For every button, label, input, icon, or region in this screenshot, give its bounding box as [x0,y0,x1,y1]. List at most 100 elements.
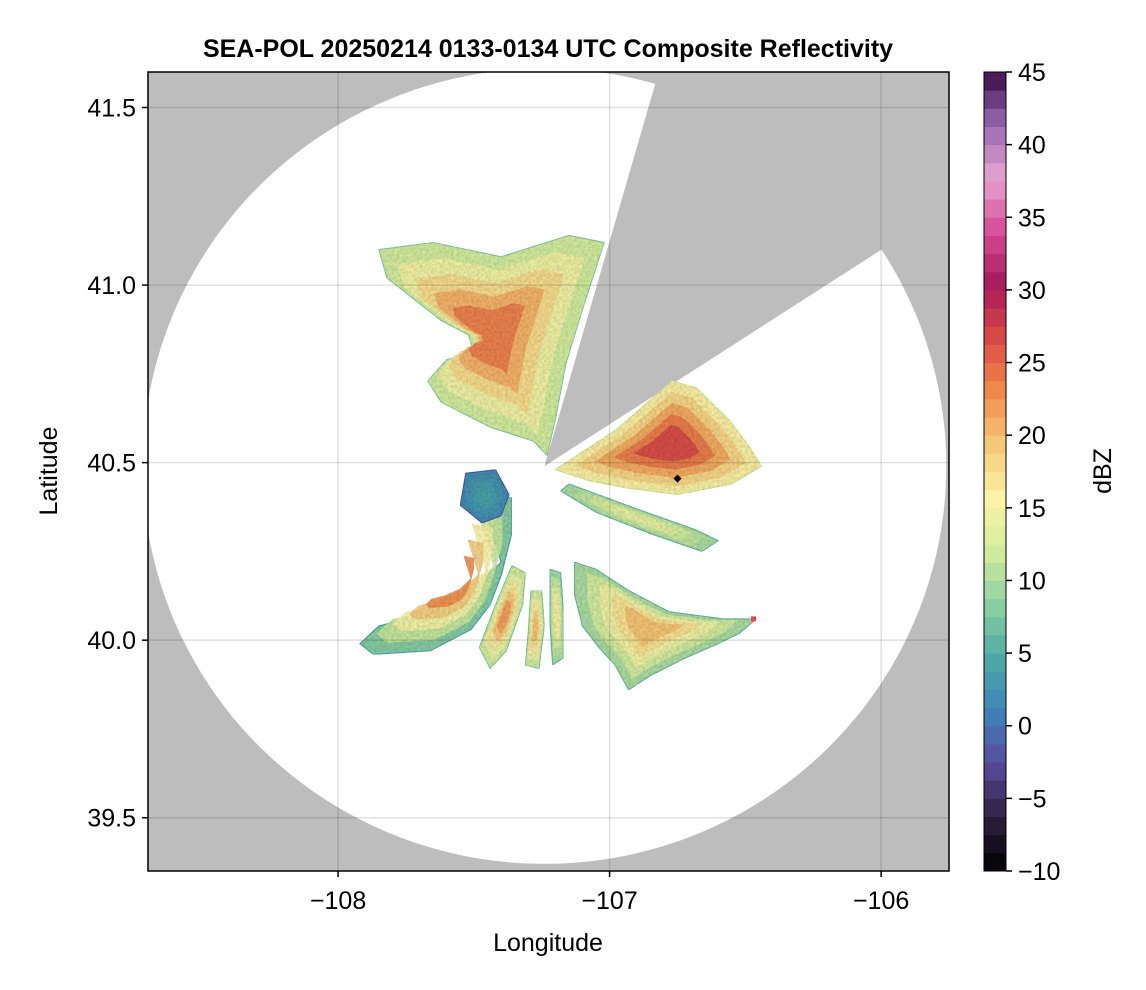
plot-area [147,71,950,872]
colorbar-band [984,471,1006,491]
x-tick-label: −106 [853,887,909,915]
colorbar-band [984,634,1006,654]
colorbar-band [984,507,1006,527]
colorbar-band [984,525,1006,545]
echo-layer-polygon [477,488,494,506]
colorbar-label: dBZ [1089,448,1117,494]
marker-1 [751,616,757,622]
colorbar-band [984,598,1006,618]
colorbar-band [984,725,1006,745]
colorbar-band [984,398,1006,418]
colorbar-band [984,453,1006,472]
colorbar-tick-label: 30 [1018,277,1046,305]
colorbar-band [984,253,1006,273]
colorbar-band [984,780,1006,799]
echo-region-north [378,234,605,457]
colorbar-band [984,162,1006,182]
echo-layer-polygon [531,616,538,642]
echo-layer-polygon [625,606,684,648]
colorbar-band [984,489,1006,509]
colorbar-tick-label: 5 [1018,640,1032,668]
colorbar-band [984,144,1006,164]
x-tick-label: −107 [581,887,637,915]
echo-layer-polygon [408,539,484,620]
y-tick-label: 41.0 [87,272,136,300]
colorbar-frame [983,71,1007,872]
x-tick-label: −108 [310,887,366,915]
echo-layer-polygon [554,601,559,632]
colorbar-ticks: −10 −5 0 5 10 15 20 25 30 35 40 45 [1006,59,1060,886]
point-markers [673,474,757,622]
y-tick-label: 41.5 [87,95,136,123]
colorbar-band [984,90,1006,109]
radar-coverage-area [148,72,947,864]
y-tick-label: 39.5 [87,805,136,833]
colorbar-band [984,72,1006,91]
y-axis: 39.5 40.0 40.5 41.0 41.5 [87,95,148,833]
colorbar-band [984,435,1006,454]
colorbar-tick-label: 10 [1018,567,1046,595]
echo-region-south-streak-3 [549,568,564,666]
colorbar-band [984,743,1006,763]
colorbar-tick-label: 0 [1018,713,1032,741]
y-tick-label: 40.5 [87,450,136,478]
echo-region-southeast [573,561,758,691]
colorbar-tick-label: 15 [1018,495,1046,523]
grid-lines [148,72,949,871]
colorbar-band [984,762,1006,781]
colorbar-band [984,126,1006,146]
colorbar-band [984,271,1006,291]
echo-region-south-streak-2 [524,590,545,670]
colorbar-tick-label: −5 [1018,785,1047,813]
colorbar-band [984,417,1006,436]
echo-region-east-band [559,483,720,552]
colorbar-band [984,689,1006,709]
colorbar-tick-label: 40 [1018,132,1046,160]
colorbar-bands [984,72,1006,872]
colorbar-band [984,816,1006,836]
colorbar-band [984,580,1006,600]
marker-0 [673,474,682,483]
colorbar-band [984,344,1006,364]
colorbar-band [984,707,1006,727]
x-axis: −108 −107 −106 [310,871,909,915]
colorbar-tick-label: 20 [1018,422,1046,450]
colorbar-band [984,671,1006,690]
echo-region-southwest [359,490,513,655]
colorbar-band [984,180,1006,200]
chart-title: SEA-POL 20250214 0133-0134 UTC Composite… [203,35,893,63]
reflectivity-echoes [359,234,763,691]
echo-layer-polygon [496,600,512,634]
echo-region-northeast [554,380,763,496]
colorbar-band [984,326,1006,345]
y-axis-title: Latitude [35,427,63,516]
echo-layer-polygon [376,507,503,643]
colorbar-band [984,798,1006,818]
colorbar-tick-label: −10 [1018,858,1060,886]
colorbar-tick-label: 25 [1018,350,1046,378]
colorbar-band [984,380,1006,400]
echo-region-south-streak-1 [478,564,526,670]
echo-layer-polygon [615,507,666,530]
echo-layer-polygon [392,523,493,632]
colorbar-band [984,308,1006,327]
echo-layer-polygon [452,303,525,374]
echo-region-west-low [459,469,510,524]
y-tick-label: 40.0 [87,627,136,655]
colorbar-band [984,235,1006,255]
colorbar-tick-label: 35 [1018,204,1046,232]
x-axis-title: Longitude [493,929,603,957]
colorbar-band [984,616,1006,636]
colorbar-band [984,544,1006,563]
colorbar-band [984,852,1006,872]
colorbar-band [984,562,1006,581]
colorbar-band [984,653,1006,672]
colorbar-band [984,362,1006,382]
echo-layer-polygon [633,425,700,462]
colorbar-tick-label: 45 [1018,59,1046,87]
colorbar-band [984,834,1006,854]
colorbar-band [984,199,1006,218]
echo-layer-polygon [425,555,474,608]
colorbar: −10 −5 0 5 10 15 20 25 30 35 40 45 dBZ [983,59,1117,886]
